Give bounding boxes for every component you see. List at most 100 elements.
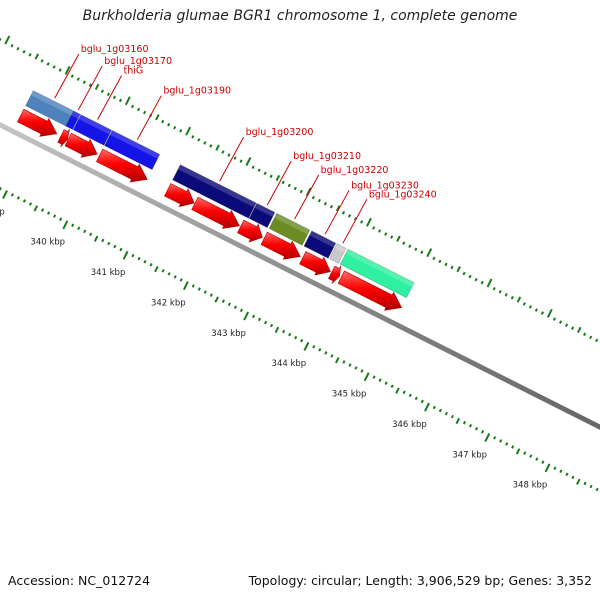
outer-tick — [498, 289, 502, 294]
cds-arrow — [237, 219, 263, 243]
gene-label: bglu_1g03170 — [104, 56, 172, 67]
inner-tick — [414, 396, 418, 401]
inner-tick — [589, 484, 593, 489]
gene-box-highlight — [31, 90, 74, 116]
gene-box-highlight — [71, 110, 81, 119]
topology-label: Topology: — [248, 573, 308, 588]
kbp-label: 346 kbp — [392, 420, 427, 430]
gene-box-highlight — [309, 230, 336, 248]
inner-tick — [571, 475, 575, 480]
leader-line — [294, 174, 320, 220]
inner-tick — [28, 202, 33, 206]
cds-arrow — [337, 270, 403, 311]
inner-tick — [93, 235, 99, 242]
inner-tick — [424, 402, 430, 412]
outer-tick — [233, 156, 237, 160]
inner-tick — [0, 187, 2, 191]
kbp-label: 344 kbp — [272, 359, 307, 369]
outer-tick — [396, 235, 401, 242]
outer-tick — [438, 259, 442, 264]
inner-tick — [173, 275, 177, 279]
kbp-label: 342 kbp — [151, 298, 186, 308]
outer-tick — [347, 214, 352, 218]
inner-tick — [348, 363, 352, 367]
inner-tick — [62, 220, 69, 230]
gene-box — [104, 129, 161, 171]
outer-tick-track — [0, 35, 599, 343]
outer-tick — [299, 189, 303, 194]
outer-tick — [323, 201, 327, 206]
inner-tick — [515, 448, 521, 455]
gene-box-highlight — [334, 243, 347, 253]
outer-tick — [22, 50, 26, 54]
outer-tick — [414, 247, 418, 252]
inner-tick — [270, 323, 274, 328]
inner-tick — [71, 223, 75, 228]
outer-tick — [269, 174, 273, 179]
inner-tick — [294, 335, 298, 340]
sequence-summary: Topology: circular; Length: 3,906,529 bp… — [249, 573, 592, 588]
inner-tick — [239, 308, 244, 313]
outer-tick — [124, 96, 131, 106]
inner-tick — [257, 317, 262, 322]
backbone-line — [0, 121, 600, 430]
outer-tick — [287, 183, 291, 188]
inner-tick — [468, 423, 473, 428]
topology-value: circular — [311, 573, 358, 588]
inner-tick — [481, 430, 485, 434]
gene-box — [339, 248, 415, 299]
outer-tick — [94, 83, 100, 91]
outer-tick — [46, 62, 50, 66]
outer-tick — [130, 104, 135, 109]
inner-tick — [474, 426, 479, 431]
gene-label: bglu_1g03230 — [351, 180, 419, 191]
outer-tick — [534, 308, 538, 312]
leader-line — [97, 75, 122, 120]
inner-tick — [2, 190, 8, 199]
inner-tick — [221, 299, 225, 303]
outer-tick — [155, 114, 160, 121]
outer-tick — [34, 53, 40, 60]
outer-tick — [329, 204, 334, 209]
sequence-backbone — [0, 121, 600, 430]
outer-tick — [52, 65, 56, 69]
kbp-label: 348 kbp — [513, 481, 548, 491]
inner-tick — [209, 293, 213, 297]
outer-tick — [432, 256, 436, 261]
inner-tick — [384, 381, 388, 385]
gene-box-highlight — [345, 249, 415, 287]
inner-tick — [203, 290, 207, 294]
inner-tick — [420, 399, 424, 404]
inner-tick — [408, 393, 412, 398]
inner-tick — [214, 296, 219, 303]
leader-line — [77, 65, 103, 111]
inner-tick — [529, 454, 533, 458]
gene-box — [268, 212, 311, 246]
inner-tick — [83, 229, 87, 234]
outer-tick — [420, 250, 424, 255]
inner-tick — [455, 417, 461, 425]
gene-box-highlight — [78, 114, 112, 135]
leader-line — [266, 160, 292, 206]
outer-tick — [100, 89, 104, 94]
inner-tick — [197, 287, 201, 291]
cds-arrow — [328, 265, 342, 284]
cds-arrow — [64, 132, 98, 158]
outer-tick — [577, 326, 582, 334]
kbp-label: 340 kbp — [30, 238, 65, 248]
inner-tick — [583, 481, 587, 486]
inner-tick — [462, 420, 467, 425]
outer-tick — [522, 302, 526, 306]
outer-tick — [540, 311, 544, 315]
inner-tick — [89, 232, 93, 237]
outer-tick — [215, 144, 220, 151]
kbp-label: 343 kbp — [211, 329, 246, 339]
outer-tick — [275, 174, 281, 182]
leader-line — [219, 136, 245, 182]
inner-tick — [303, 341, 310, 351]
outer-tick — [58, 68, 62, 72]
gene-box — [65, 110, 81, 130]
outer-tick — [161, 119, 165, 124]
outer-tick — [16, 46, 20, 51]
inner-tick — [288, 332, 292, 337]
